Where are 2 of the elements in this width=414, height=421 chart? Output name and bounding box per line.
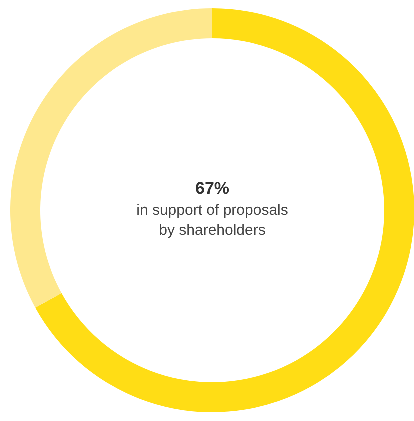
text: in support of proposals by shareholders <box>136 202 288 239</box>
data-label: 67% <box>195 179 230 198</box>
